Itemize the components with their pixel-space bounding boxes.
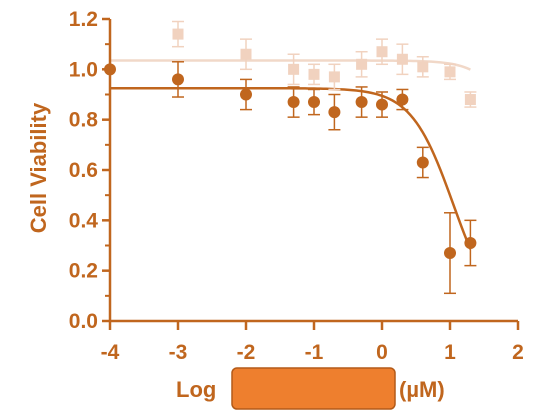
x-axis-title-suffix: (µM) (399, 377, 445, 402)
x-tick-label: 1 (444, 341, 456, 364)
redacted-compound-name (231, 367, 396, 410)
data-point-square (308, 68, 320, 80)
data-point-square (444, 66, 456, 78)
data-point-circle (287, 96, 300, 109)
data-point-circle (308, 96, 320, 109)
data-point-square (464, 94, 476, 106)
x-tick-label: 2 (512, 341, 524, 364)
data-point-circle (416, 156, 429, 169)
data-point-square (417, 61, 429, 73)
data-point-square (172, 28, 184, 40)
data-point-circle (376, 98, 388, 111)
y-tick-label: 1.0 (69, 58, 98, 81)
data-point-circle (355, 96, 368, 109)
data-point-circle (396, 93, 409, 106)
error-bars (172, 20, 477, 295)
data-point-square (376, 46, 388, 58)
fit-curve-1 (110, 59, 471, 71)
x-tick-labels: -4 -3 -2 -1 0 1 2 (101, 341, 524, 364)
x-tick-label: -2 (237, 341, 256, 364)
x-tick-label: -3 (169, 341, 188, 364)
y-axis-title: Cell Viability (26, 102, 51, 233)
data-point-square (356, 58, 368, 70)
fit-curve-2 (110, 86, 472, 250)
data-point-circle (240, 88, 252, 101)
x-tick-label: -4 (101, 341, 120, 364)
axes (102, 17, 520, 330)
data-point-square (240, 48, 252, 60)
data-point-circle (172, 73, 184, 86)
data-point-circle (464, 236, 477, 249)
x-tick-label: -1 (305, 341, 324, 364)
data-point-square (288, 63, 300, 75)
y-tick-label: 1.2 (69, 8, 98, 31)
data-point-square (328, 71, 340, 83)
y-tick-label: 0.0 (69, 310, 98, 333)
y-tick-label: 0.2 (69, 260, 98, 283)
y-tick-labels: 0.0 0.2 0.4 0.6 0.8 1.0 1.2 (69, 8, 99, 333)
x-tick-label: 0 (376, 341, 388, 364)
data-point-circle (328, 106, 341, 119)
data-point-square (396, 53, 408, 65)
y-tick-label: 0.6 (69, 159, 98, 182)
data-points (104, 28, 477, 260)
fit-curves (110, 59, 472, 250)
y-tick-label: 0.4 (69, 209, 99, 232)
y-tick-label: 0.8 (69, 109, 99, 132)
data-point-circle (444, 247, 456, 260)
x-axis-title-prefix: Log (176, 377, 216, 402)
